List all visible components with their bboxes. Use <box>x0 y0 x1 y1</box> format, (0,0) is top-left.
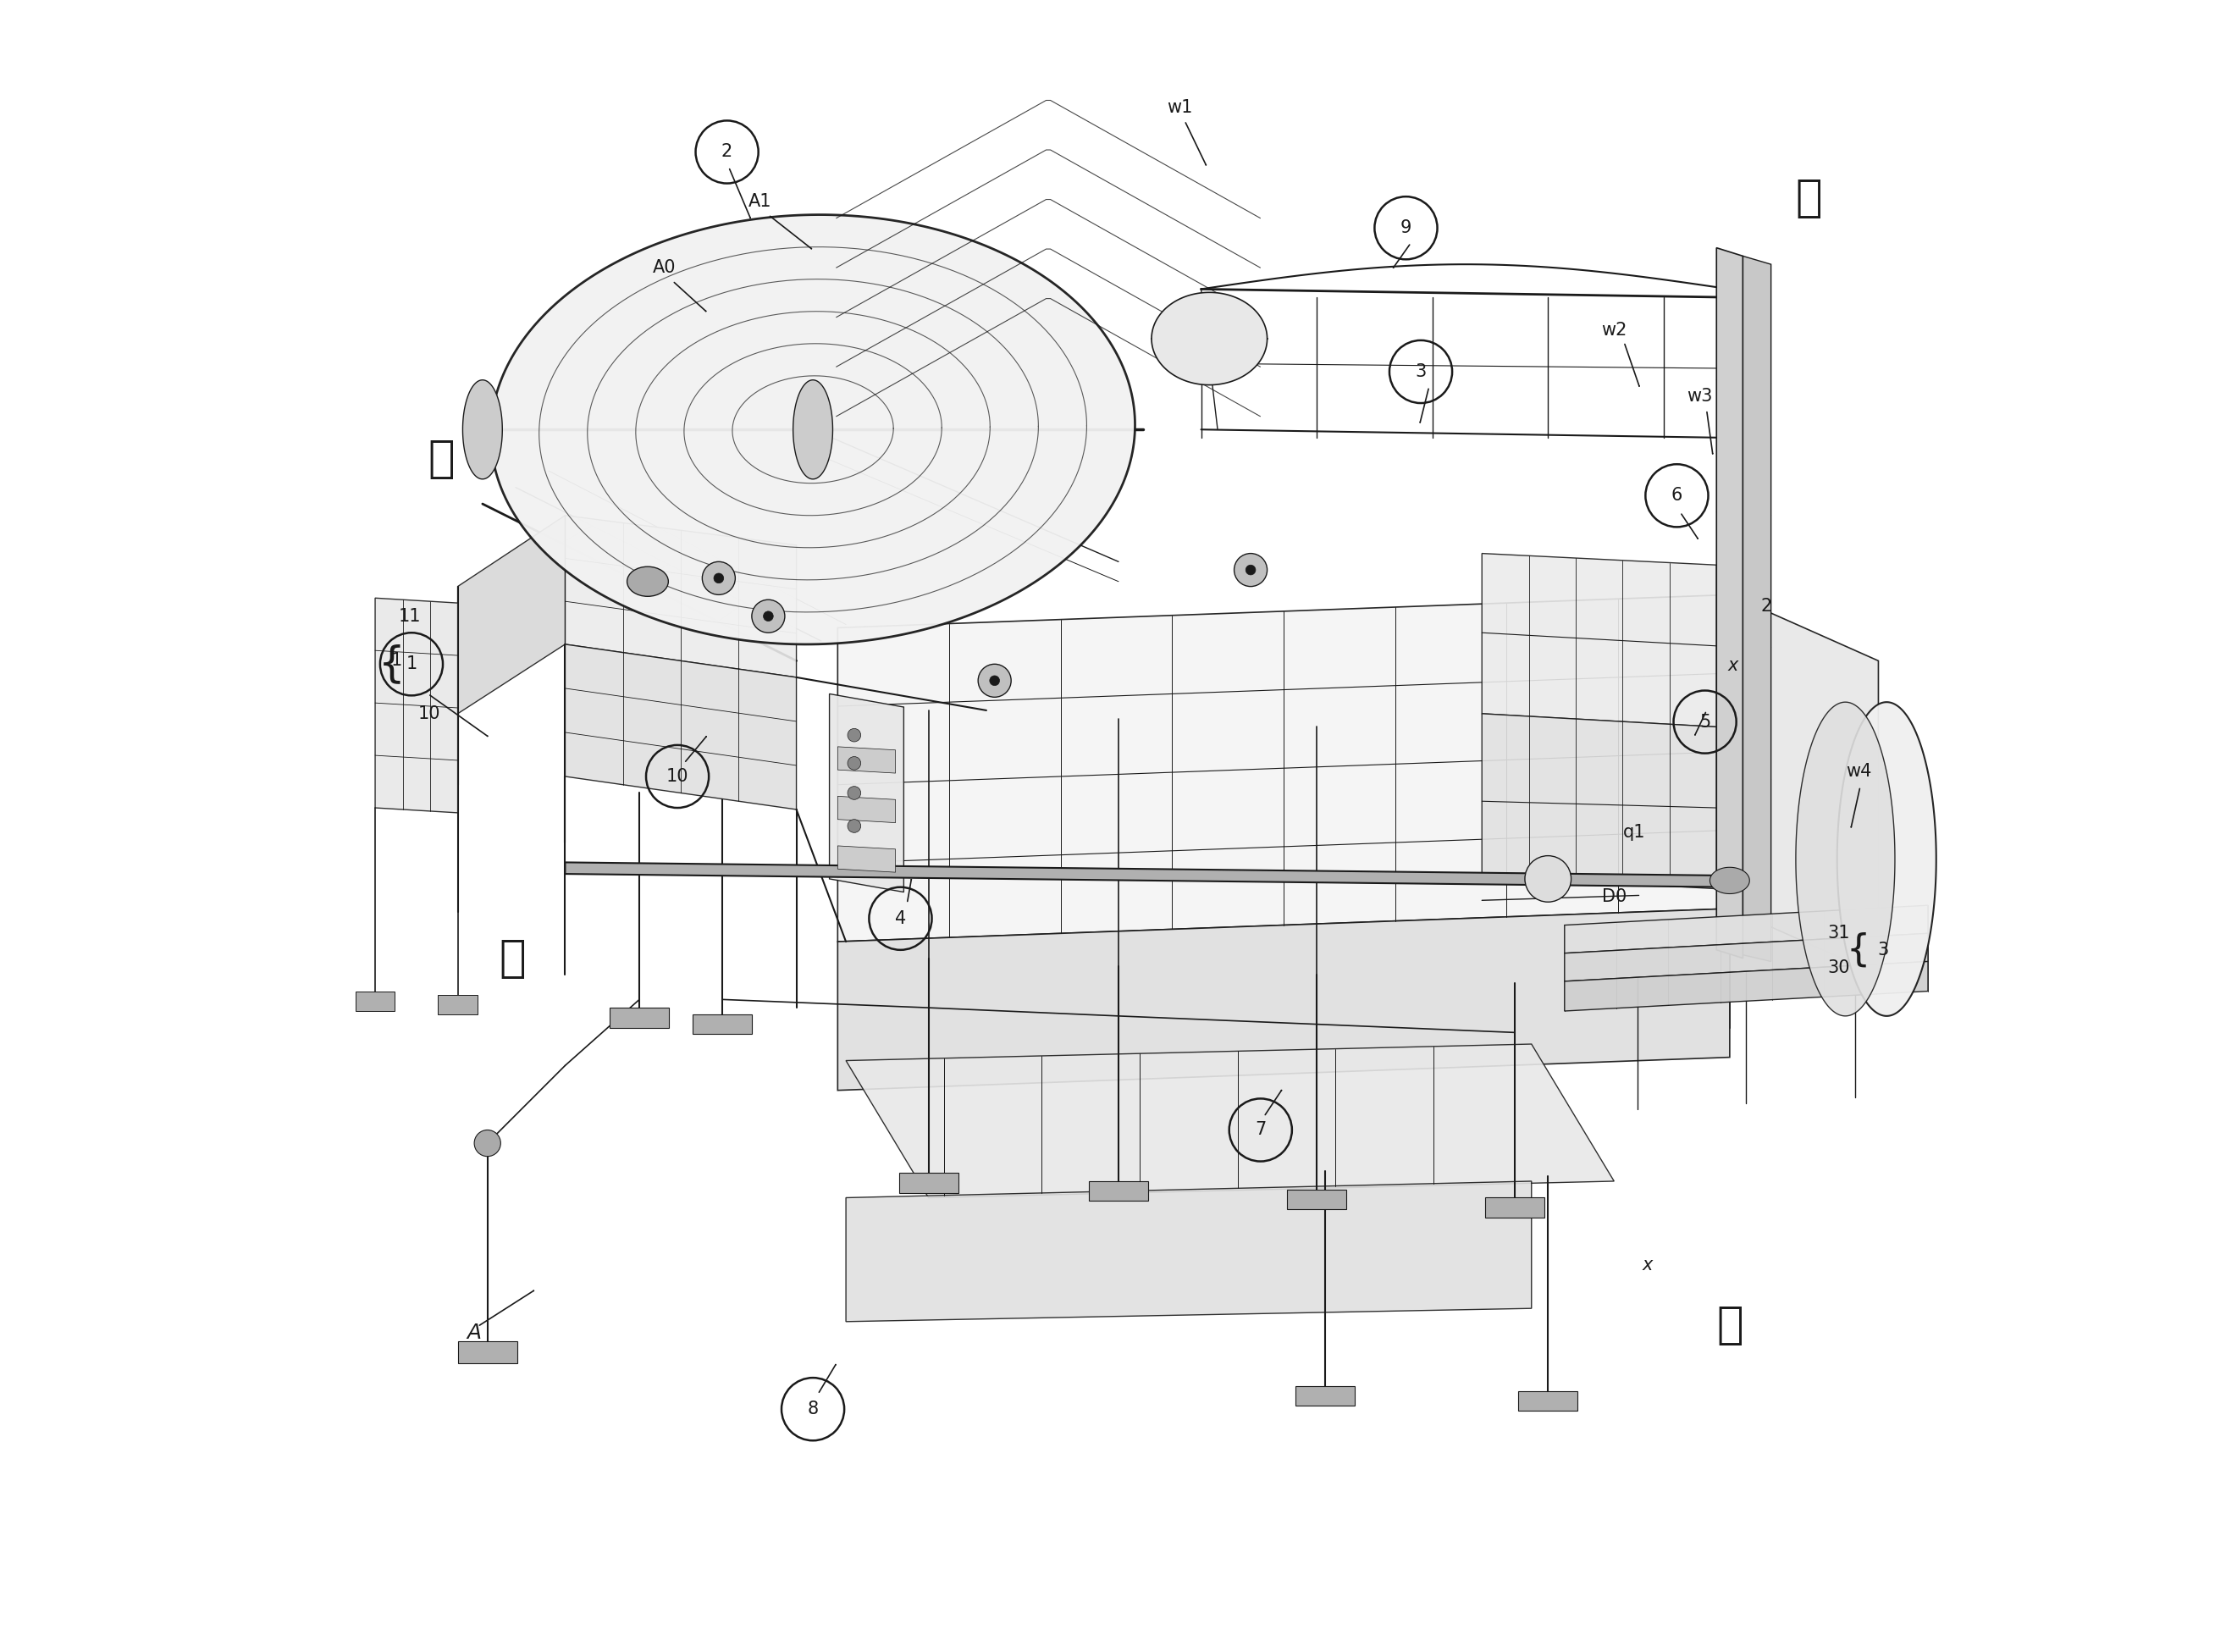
Text: 7: 7 <box>1255 1122 1266 1138</box>
Polygon shape <box>438 995 476 1014</box>
Circle shape <box>978 664 1011 697</box>
Polygon shape <box>1295 1386 1356 1406</box>
Circle shape <box>1235 553 1266 586</box>
Circle shape <box>848 786 861 800</box>
Polygon shape <box>846 1181 1532 1322</box>
Text: 10: 10 <box>667 768 689 785</box>
Circle shape <box>1246 565 1255 575</box>
Text: w4: w4 <box>1846 763 1872 780</box>
Text: A0: A0 <box>653 259 676 276</box>
Text: w1: w1 <box>1168 99 1192 116</box>
Polygon shape <box>566 515 796 677</box>
Text: 10: 10 <box>418 705 441 722</box>
Circle shape <box>702 562 736 595</box>
Circle shape <box>848 819 861 833</box>
Text: 31: 31 <box>1828 925 1850 942</box>
Polygon shape <box>459 515 566 714</box>
Polygon shape <box>1716 248 1743 958</box>
Text: 11: 11 <box>398 608 421 624</box>
Text: 2: 2 <box>720 144 731 160</box>
Text: 左: 左 <box>1796 177 1823 220</box>
Text: x: x <box>1727 657 1738 674</box>
Circle shape <box>714 573 725 583</box>
Polygon shape <box>837 595 1729 942</box>
Circle shape <box>848 757 861 770</box>
Polygon shape <box>837 909 1729 1090</box>
Polygon shape <box>1089 1181 1148 1201</box>
Ellipse shape <box>626 567 669 596</box>
Polygon shape <box>1564 905 1928 953</box>
Polygon shape <box>837 747 895 773</box>
Polygon shape <box>356 991 396 1011</box>
Polygon shape <box>830 694 904 892</box>
Circle shape <box>763 611 774 621</box>
Polygon shape <box>837 796 895 823</box>
Text: w2: w2 <box>1602 322 1626 339</box>
Polygon shape <box>566 862 1729 887</box>
Polygon shape <box>566 644 796 809</box>
Text: q1: q1 <box>1622 824 1644 841</box>
Polygon shape <box>490 215 1134 644</box>
Polygon shape <box>1729 595 1879 975</box>
Text: 9: 9 <box>1400 220 1412 236</box>
Polygon shape <box>691 1014 752 1034</box>
Polygon shape <box>376 598 459 813</box>
Polygon shape <box>1485 1198 1546 1218</box>
Circle shape <box>474 1130 501 1156</box>
Polygon shape <box>1564 961 1928 1011</box>
Polygon shape <box>1519 1391 1577 1411</box>
Text: {: { <box>1846 932 1870 968</box>
Text: 5: 5 <box>1700 714 1711 730</box>
Text: 6: 6 <box>1671 487 1682 504</box>
Text: 1: 1 <box>391 653 403 669</box>
Polygon shape <box>1709 867 1749 894</box>
Text: 后: 后 <box>427 438 454 481</box>
Circle shape <box>989 676 1000 686</box>
Polygon shape <box>1286 1189 1347 1209</box>
Polygon shape <box>837 846 895 872</box>
Polygon shape <box>899 1173 957 1193</box>
Text: w3: w3 <box>1687 388 1714 405</box>
Polygon shape <box>459 1341 517 1363</box>
Text: 右: 右 <box>499 937 526 980</box>
Polygon shape <box>846 1044 1615 1198</box>
Polygon shape <box>1152 292 1266 385</box>
Text: A1: A1 <box>749 193 772 210</box>
Polygon shape <box>463 380 503 479</box>
Polygon shape <box>611 1008 669 1028</box>
Text: 前: 前 <box>1716 1303 1743 1346</box>
Text: 30: 30 <box>1828 960 1850 976</box>
Text: 4: 4 <box>895 910 906 927</box>
Text: {: { <box>378 644 405 684</box>
Text: D0: D0 <box>1602 889 1626 905</box>
Text: 1: 1 <box>405 656 416 672</box>
Polygon shape <box>794 380 832 479</box>
Text: A: A <box>468 1323 481 1343</box>
Polygon shape <box>1481 553 1716 727</box>
Text: 2: 2 <box>1761 598 1772 615</box>
Polygon shape <box>1481 714 1716 889</box>
Polygon shape <box>1564 933 1928 981</box>
Text: 3: 3 <box>1877 942 1888 958</box>
Polygon shape <box>1796 702 1895 1016</box>
Circle shape <box>752 600 785 633</box>
Text: x: x <box>1642 1257 1653 1274</box>
Text: 8: 8 <box>808 1401 819 1417</box>
Polygon shape <box>1743 256 1772 961</box>
Circle shape <box>1526 856 1570 902</box>
Polygon shape <box>1837 702 1937 1016</box>
Circle shape <box>848 729 861 742</box>
Text: 3: 3 <box>1416 363 1427 380</box>
